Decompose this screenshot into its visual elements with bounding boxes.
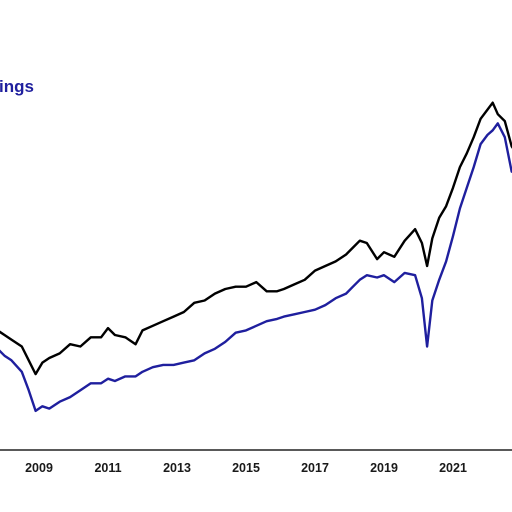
legend-label: ings <box>0 77 34 96</box>
x-tick-label: 2013 <box>163 461 191 475</box>
series-line-1 <box>0 101 512 376</box>
x-tick-layer: 200920112013201520172019202120 <box>25 461 467 475</box>
x-tick-label: 2019 <box>370 461 398 475</box>
x-tick-label: 2021 <box>439 461 467 475</box>
series-layer <box>0 101 512 413</box>
series-line-2 <box>0 122 512 413</box>
x-tick-label: 2015 <box>232 461 260 475</box>
x-tick-label: 2017 <box>301 461 329 475</box>
x-tick-label: 2011 <box>94 461 121 475</box>
x-tick-label: 2009 <box>25 461 53 475</box>
